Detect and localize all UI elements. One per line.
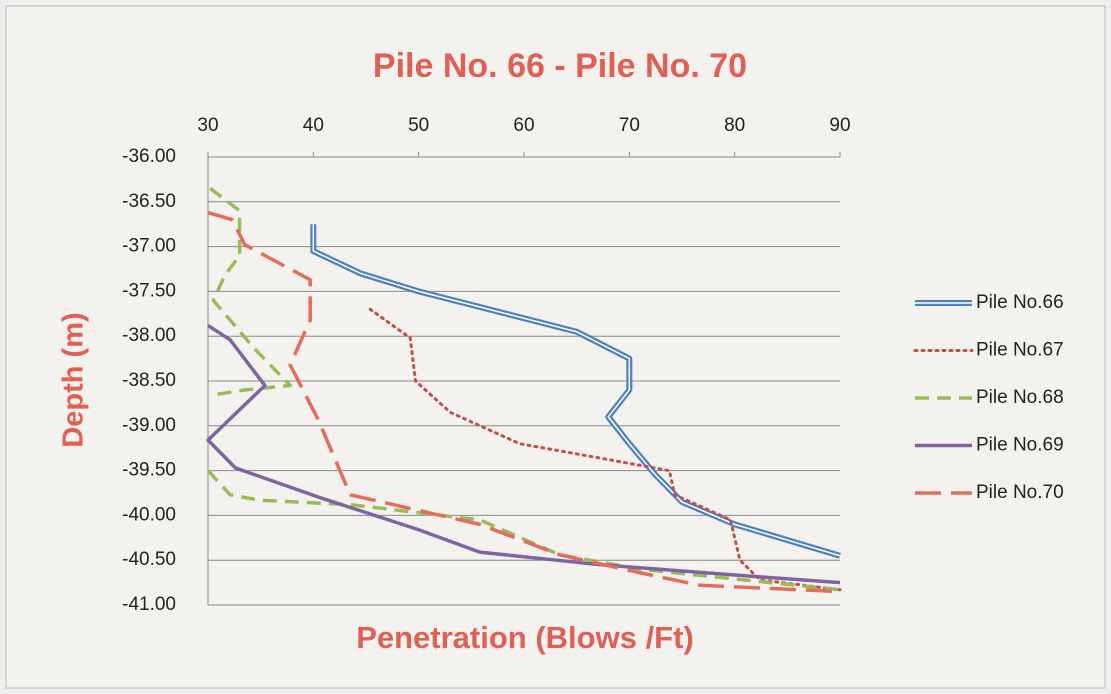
y-tick-label: -37.00	[122, 236, 176, 257]
legend-label: Pile No.66	[976, 292, 1064, 313]
x-tick-label: 40	[303, 115, 324, 136]
legend-label: Pile No.68	[976, 387, 1064, 408]
y-tick-label: -36.00	[122, 146, 176, 167]
chart-frame	[6, 6, 1105, 688]
legend-label: Pile No.69	[976, 435, 1064, 456]
y-tick-label: -39.00	[122, 415, 176, 436]
chart: Pile No. 66 - Pile No. 70 Penetration (B…	[0, 0, 1111, 694]
y-tick-label: -40.50	[122, 549, 176, 570]
x-axis-label: Penetration (Blows /Ft)	[356, 620, 694, 655]
y-tick-label: -37.50	[122, 280, 176, 301]
x-tick-label: 60	[513, 115, 534, 136]
x-tick-label: 70	[619, 115, 640, 136]
page: Pile No. 66 - Pile No. 70 Penetration (B…	[0, 0, 1111, 694]
y-axis-label: Depth (m)	[58, 312, 90, 447]
y-tick-label: -36.50	[122, 191, 176, 212]
x-tick-label: 30	[197, 115, 218, 136]
x-tick-label: 80	[724, 115, 745, 136]
y-tick-label: -38.50	[122, 370, 176, 391]
y-tick-label: -41.00	[122, 594, 176, 615]
y-tick-label: -38.00	[122, 325, 176, 346]
y-tick-label: -40.00	[122, 504, 176, 525]
x-tick-label: 50	[408, 115, 429, 136]
x-tick-label: 90	[829, 115, 850, 136]
chart-title: Pile No. 66 - Pile No. 70	[373, 47, 747, 85]
y-tick-label: -39.50	[122, 460, 176, 481]
legend-label: Pile No.67	[976, 340, 1064, 361]
legend-label: Pile No.70	[976, 482, 1064, 503]
